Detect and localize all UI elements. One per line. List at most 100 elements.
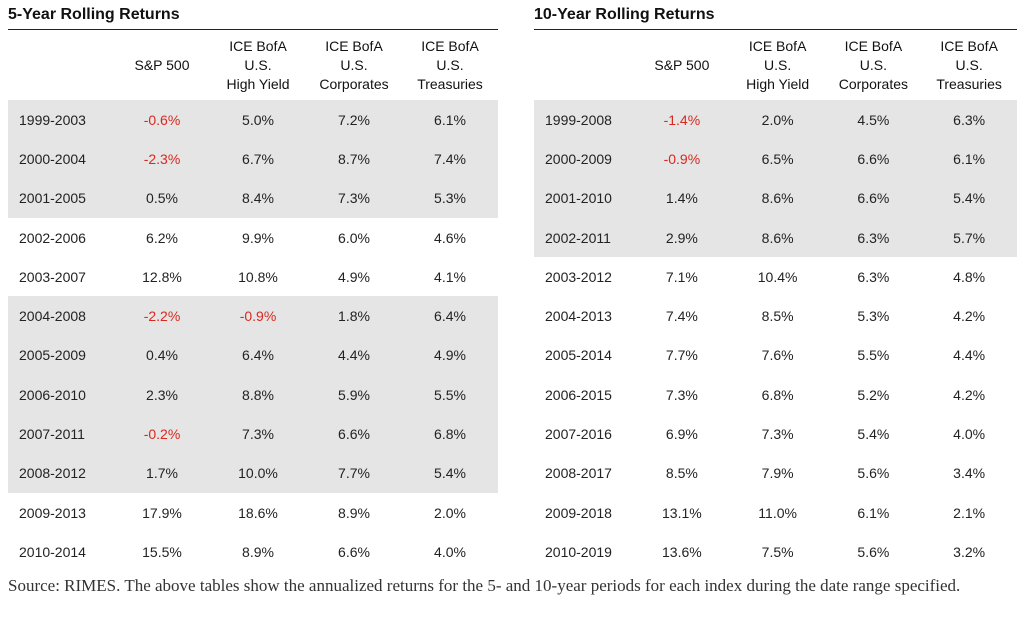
return-cell: 6.6% [825,178,922,218]
column-header: ICE BofA U.S. Treasuries [417,37,483,92]
return-cell: 6.4% [210,335,306,376]
return-cell: 13.6% [662,543,702,560]
return-cell: 4.9% [338,268,370,285]
table-row: 2004-2008 -2.2% -0.9% 1.8% 6.4% [8,296,498,336]
return-cell: 12.8% [142,268,182,285]
period-cell: 2007-2016 [545,426,612,443]
column-header: S&P 500 [654,56,710,73]
return-cell: 5.2% [857,386,890,403]
period-cell: 2004-2013 [545,308,612,325]
return-cell: 4.9% [402,335,498,376]
return-cell: 15.5% [142,543,182,560]
five-year-panel: 5-Year Rolling Returns S&P 500 ICE BofA U… [8,0,498,572]
return-cell: -0.9% [634,139,730,179]
panel-title: 5-Year Rolling Returns [8,0,498,30]
return-cell: 5.4% [857,426,890,443]
return-cell: 2.9% [634,217,730,258]
return-cell: 5.7% [921,217,1017,258]
table-row: 2008-2017 8.5% 7.9% 5.6% 3.4% [534,454,1017,493]
return-cell: 1.7% [114,453,210,493]
return-cell: 7.4% [402,139,498,179]
return-cell: 5.5% [857,347,890,364]
table-row: 2006-2010 2.3% 8.8% 5.9% 5.5% [8,375,498,415]
table-row: 1999-2008 -1.4% 2.0% 4.5% 6.3% [534,100,1017,140]
return-cell: 3.4% [953,465,986,482]
return-cell: 7.7% [306,453,402,493]
return-cell: 4.2% [953,386,986,403]
return-cell: 6.7% [210,139,306,179]
return-cell: 7.5% [761,543,794,560]
table-row: 2001-2005 0.5% 8.4% 7.3% 5.3% [8,178,498,218]
return-cell: 18.6% [238,504,278,521]
return-cell: 7.6% [761,347,794,364]
return-cell: 10.4% [757,268,798,285]
return-cell: 7.4% [665,308,698,325]
period-cell: 2001-2010 [534,178,634,218]
table-row: 2001-2010 1.4% 8.6% 6.6% 5.4% [534,178,1017,218]
column-header: ICE BofA U.S. High Yield [746,37,810,92]
return-cell: 8.4% [210,178,306,218]
table-row: 2009-2013 17.9% 18.6% 8.9% 2.0% [8,493,498,532]
return-cell: 5.3% [857,308,890,325]
return-cell: 6.6% [825,139,922,179]
return-cell: 8.6% [729,217,826,258]
return-cell: 8.9% [242,543,274,560]
return-cell: 0.4% [114,335,210,376]
return-cell: 3.2% [953,543,986,560]
header-row: S&P 500 ICE BofA U.S. High Yield ICE BofA … [8,30,498,100]
column-header: ICE BofA U.S. Corporates [838,37,908,92]
table-row: 2010-2019 13.6% 7.5% 5.6% 3.2% [534,532,1017,571]
return-cell: 6.1% [921,139,1017,179]
return-cell: 2.1% [953,504,986,521]
period-cell: 2010-2019 [545,543,612,560]
return-cell: 9.9% [242,229,274,246]
period-cell: 2000-2009 [534,139,634,179]
return-cell: -0.2% [114,414,210,454]
period-cell: 2006-2010 [8,375,114,415]
period-cell: 2003-2012 [545,268,612,285]
return-cell: 5.6% [857,543,890,560]
return-cell: 0.5% [114,178,210,218]
return-cell: 7.3% [665,386,698,403]
table-row: 2007-2011 -0.2% 7.3% 6.6% 6.8% [8,414,498,454]
return-cell: 4.2% [953,308,986,325]
return-cell: 6.5% [729,139,826,179]
period-cell: 2003-2007 [19,268,86,285]
period-cell: 2008-2012 [8,453,114,493]
table-row: 2000-2009 -0.9% 6.5% 6.6% 6.1% [534,139,1017,179]
return-cell: 5.4% [921,178,1017,218]
table-row: 2009-2018 13.1% 11.0% 6.1% 2.1% [534,493,1017,532]
return-cell: 6.9% [665,426,698,443]
period-cell: 2007-2011 [8,414,114,454]
return-cell: -0.6% [114,100,210,140]
return-cell: 6.6% [306,414,402,454]
period-cell: 2002-2006 [19,229,86,246]
return-cell: 6.2% [146,229,178,246]
return-cell: 13.1% [662,504,702,521]
return-cell: -2.3% [114,139,210,179]
return-cell: 6.1% [857,504,890,521]
period-cell: 2005-2009 [8,335,114,376]
period-cell: 2010-2014 [19,543,86,560]
return-cell: 7.3% [761,426,794,443]
period-cell: 2002-2011 [534,217,634,258]
return-cell: 6.3% [825,217,922,258]
return-cell: 4.4% [306,335,402,376]
return-cell: 4.0% [953,426,986,443]
table-row: 2000-2004 -2.3% 6.7% 8.7% 7.4% [8,139,498,179]
period-cell: 2004-2008 [8,296,114,336]
table-row: 2003-2007 12.8% 10.8% 4.9% 4.1% [8,257,498,296]
return-cell: 8.6% [729,178,826,218]
return-cell: 6.3% [857,268,890,285]
return-cell: 6.0% [338,229,370,246]
return-cell: 8.7% [306,139,402,179]
return-cell: 2.0% [729,100,826,140]
period-cell: 2005-2014 [545,347,612,364]
return-cell: -1.4% [634,100,730,140]
return-cell: 1.4% [634,178,730,218]
return-cell: 7.9% [761,465,794,482]
return-cell: 2.0% [434,504,466,521]
return-cell: 5.6% [857,465,890,482]
period-cell: 2000-2004 [8,139,114,179]
ten-year-returns-table: S&P 500 ICE BofA U.S. High Yield ICE BofA … [534,30,1017,572]
